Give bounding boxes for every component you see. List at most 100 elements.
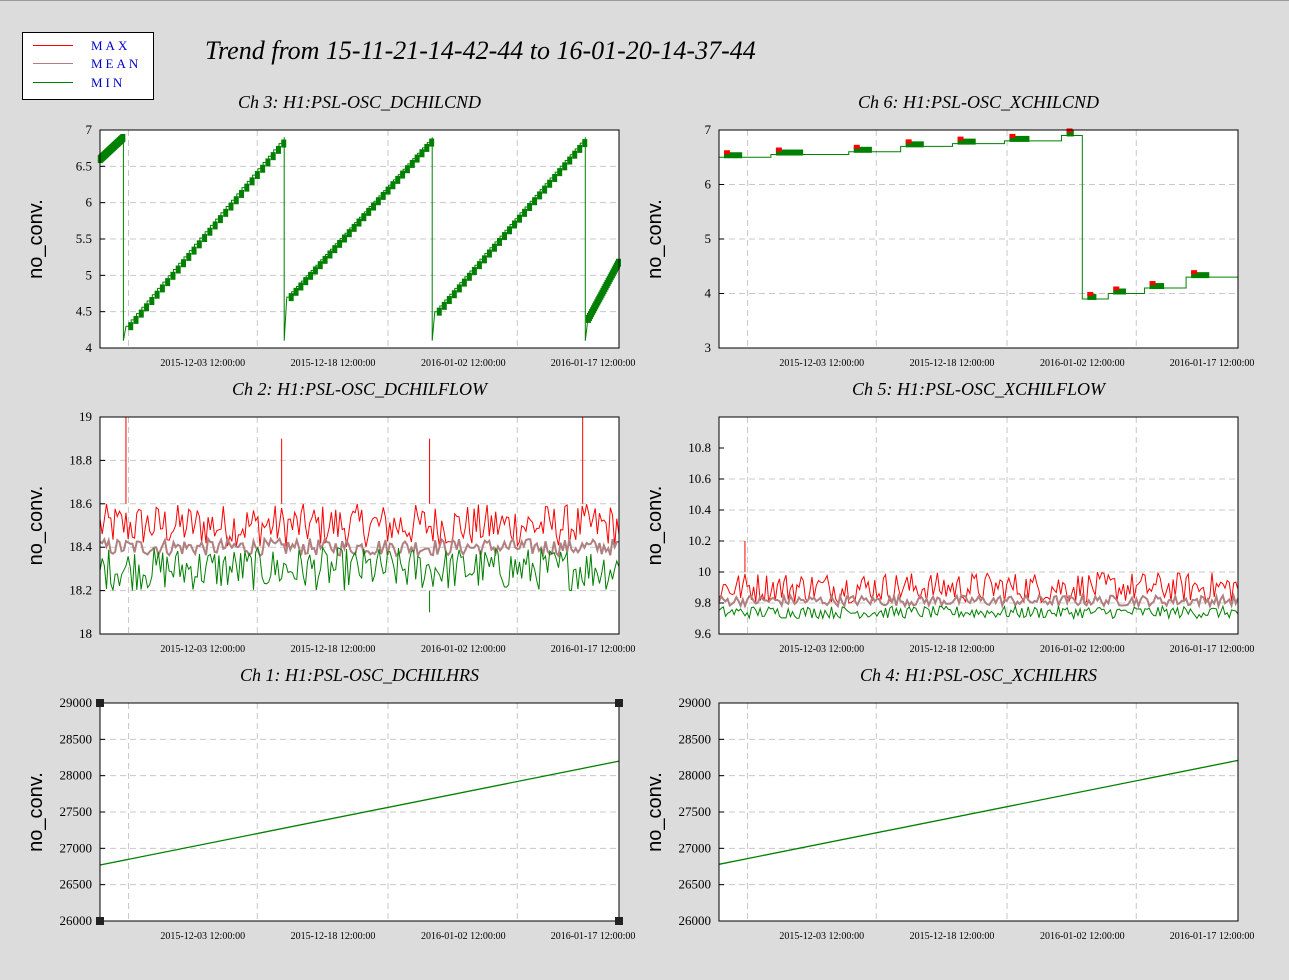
- y-tick-label: 6: [86, 195, 93, 210]
- y-tick-label: 27500: [679, 804, 712, 819]
- x-tick-label: 2015-12-18 12:00:00: [910, 358, 995, 369]
- y-tick-label: 29000: [60, 695, 93, 710]
- legend-item-mean: MEAN: [33, 56, 153, 74]
- plot-area: [100, 417, 619, 634]
- plot-frame: [99, 416, 620, 635]
- data-block: [1087, 293, 1097, 300]
- y-tick-label: 18.4: [69, 539, 92, 554]
- series-min: [718, 604, 1239, 621]
- data-block-max: [1009, 133, 1016, 138]
- x-tick-label: 2015-12-03 12:00:00: [779, 931, 864, 942]
- legend-swatch-max: [33, 45, 73, 46]
- y-tick-label: 10.4: [688, 502, 711, 517]
- y-tick-label: 28000: [679, 768, 712, 783]
- series-min: [719, 134, 1239, 300]
- y-tick-label: 7: [86, 122, 93, 137]
- series-group: [99, 760, 620, 866]
- legend-label-max: MAX: [91, 38, 131, 53]
- series-group: [99, 417, 620, 613]
- data-block: [957, 138, 976, 145]
- x-tick-label: 2016-01-17 12:00:00: [1170, 358, 1255, 369]
- series-min: [718, 759, 1239, 865]
- data-block: [853, 146, 872, 153]
- x-tick-label: 2015-12-03 12:00:00: [779, 358, 864, 369]
- x-tick-label: 2016-01-17 12:00:00: [1170, 644, 1255, 655]
- y-axis-label: no_conv.: [25, 199, 47, 279]
- y-tick-label: 18.2: [69, 583, 92, 598]
- x-tick-label: 2015-12-03 12:00:00: [160, 358, 245, 369]
- y-tick-label: 27000: [679, 840, 712, 855]
- y-tick-label: 10.6: [688, 471, 711, 486]
- selection-handle: [96, 699, 104, 707]
- y-tick-label: 18.6: [69, 496, 92, 511]
- y-tick-label: 5: [86, 267, 93, 282]
- series-min: [100, 137, 620, 341]
- legend: MAX MEAN MIN: [22, 32, 154, 100]
- chart-title: Ch 5: H1:PSL-OSC_XCHILFLOW: [852, 379, 1107, 399]
- x-tick-label: 2015-12-18 12:00:00: [910, 644, 995, 655]
- x-tick-label: 2016-01-02 12:00:00: [1040, 644, 1125, 655]
- y-axis-label: no_conv.: [644, 772, 666, 852]
- y-tick-label: 28500: [60, 731, 93, 746]
- data-block-max: [724, 150, 730, 155]
- x-tick-label: 2016-01-17 12:00:00: [551, 358, 636, 369]
- series-group: [718, 541, 1239, 621]
- x-tick-label: 2015-12-03 12:00:00: [779, 644, 864, 655]
- y-axis-label: no_conv.: [644, 199, 666, 279]
- y-tick-label: 9.6: [695, 626, 712, 641]
- data-block: [1009, 135, 1030, 142]
- chart-title: Ch 6: H1:PSL-OSC_XCHILCND: [858, 92, 1099, 112]
- y-axis-label: no_conv.: [25, 772, 47, 852]
- x-tick-label: 2016-01-02 12:00:00: [1040, 931, 1125, 942]
- legend-swatch-mean: [33, 63, 73, 64]
- y-tick-label: 10.8: [688, 440, 711, 455]
- chart-title: Ch 3: H1:PSL-OSC_DCHILCND: [238, 92, 481, 112]
- y-tick-label: 26000: [679, 913, 712, 928]
- series-min: [99, 760, 620, 866]
- chart-title: Ch 4: H1:PSL-OSC_XCHILHRS: [860, 665, 1097, 685]
- y-tick-label: 4: [86, 340, 93, 355]
- y-tick-label: 4: [705, 286, 712, 301]
- y-tick-label: 27000: [60, 840, 93, 855]
- data-block-max: [957, 136, 964, 141]
- selection-handle: [615, 699, 623, 707]
- y-tick-label: 26500: [679, 877, 712, 892]
- y-tick-label: 28000: [60, 768, 93, 783]
- y-tick-label: 4.5: [76, 304, 92, 319]
- data-block: [1066, 130, 1074, 137]
- chart-title: Ch 2: H1:PSL-OSC_DCHILFLOW: [232, 379, 489, 399]
- data-block: [775, 149, 804, 156]
- data-block: [724, 152, 743, 159]
- x-tick-label: 2016-01-17 12:00:00: [551, 644, 636, 655]
- top-border: [0, 0, 1289, 1]
- chart-3: 18 18.2 18.4 18.6 18.8 19 2015-12-03 12:00:00 2…: [25, 379, 635, 655]
- x-tick-label: 2015-12-18 12:00:00: [291, 644, 376, 655]
- legend-item-min: MIN: [33, 75, 153, 93]
- x-tick-label: 2015-12-18 12:00:00: [291, 358, 376, 369]
- x-tick-label: 2016-01-17 12:00:00: [551, 931, 636, 942]
- data-block-max: [775, 147, 782, 152]
- y-tick-label: 9.8: [695, 595, 711, 610]
- y-tick-label: 27500: [60, 804, 93, 819]
- y-tick-label: 19: [79, 409, 92, 424]
- y-tick-label: 5: [705, 231, 712, 246]
- legend-label-min: MIN: [91, 75, 126, 90]
- x-tick-label: 2016-01-02 12:00:00: [421, 644, 506, 655]
- x-tick-label: 2016-01-02 12:00:00: [1040, 358, 1125, 369]
- y-tick-label: 28500: [679, 731, 712, 746]
- x-tick-label: 2016-01-02 12:00:00: [421, 931, 506, 942]
- chart-5: 26000 26500 27000 27500 28000 28500 29000 2015-…: [25, 665, 635, 942]
- series-max: [718, 571, 1239, 604]
- y-tick-label: 10.2: [688, 533, 711, 548]
- x-tick-label: 2015-12-18 12:00:00: [910, 931, 995, 942]
- series-group: [97, 133, 621, 341]
- series-mean: [99, 535, 620, 559]
- data-block-max: [853, 144, 860, 149]
- selection-handle: [615, 917, 623, 925]
- y-axis-label: no_conv.: [644, 486, 666, 566]
- chart-1: 4 4.5 5 5.5 6 6.5 7 2015-12-03 12:00:00 2015-12-…: [25, 92, 635, 369]
- y-tick-label: 26500: [60, 877, 93, 892]
- data-block-max: [1113, 286, 1120, 291]
- chart-4: 9.6 9.8 10 10.2 10.4 10.6 10.8 2015-12-03 12:00…: [644, 379, 1254, 655]
- series-group: [718, 759, 1239, 865]
